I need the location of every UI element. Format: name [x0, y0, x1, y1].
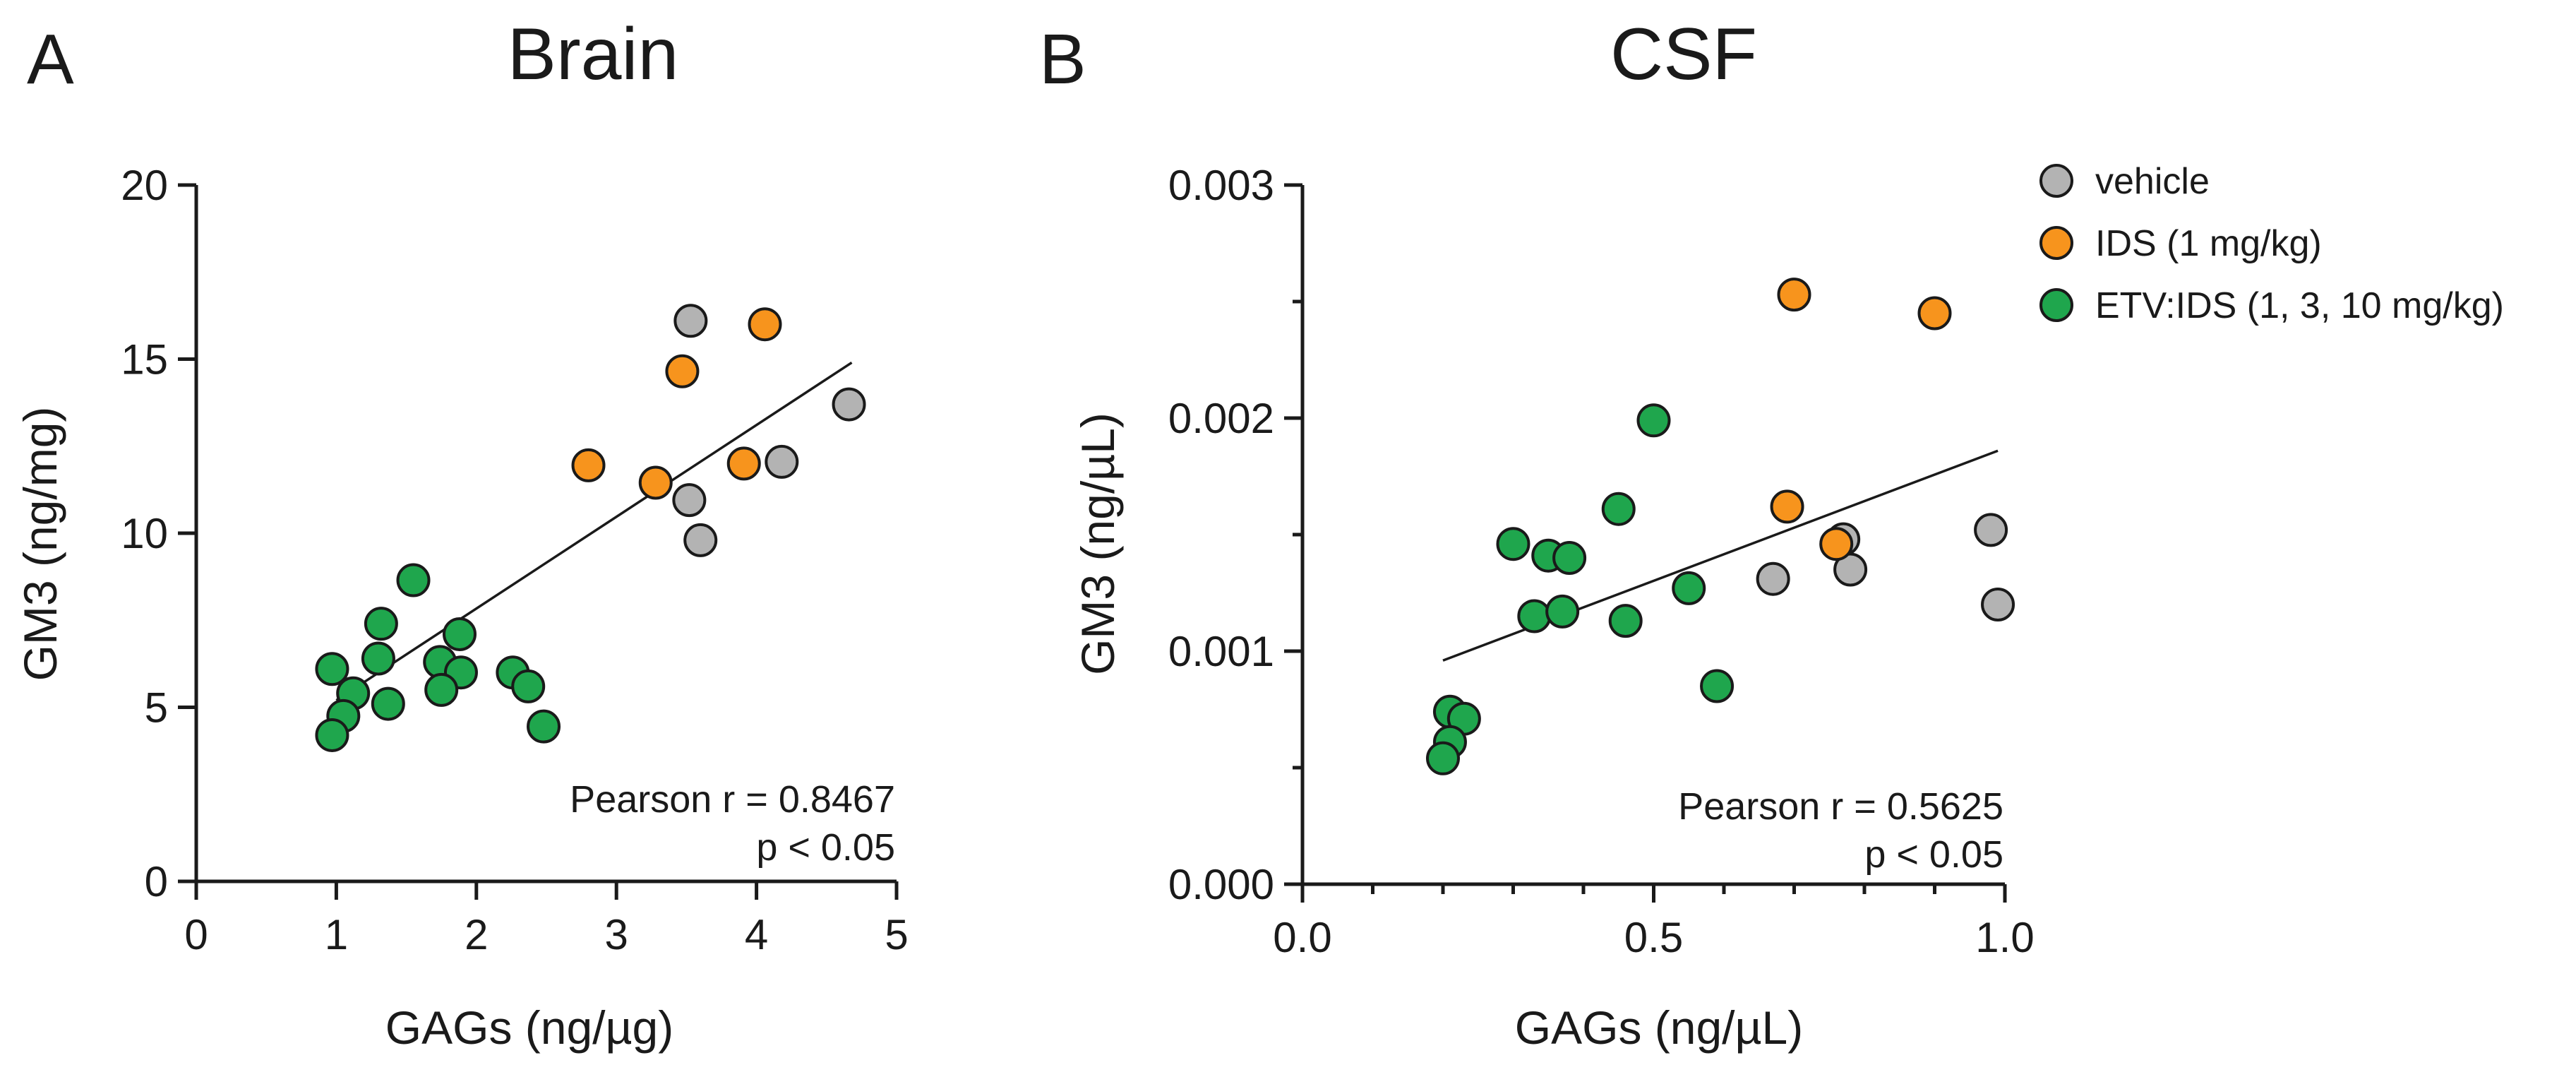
csf-point-ids	[1770, 489, 1804, 524]
brain-p-value: p < 0.05	[756, 826, 895, 869]
legend-marker-vehicle	[2039, 164, 2073, 198]
brain-y-tick-label: 5	[145, 684, 168, 732]
csf-point-ids	[1819, 527, 1854, 561]
brain-y-axis-label: GM3 (ng/mg)	[14, 407, 66, 682]
brain-plot-area: 0 5 10 15 20 0 1 2 3 4 5	[121, 162, 908, 958]
panel-letter-b: B	[1039, 20, 1086, 99]
brain-point-ids	[638, 465, 673, 500]
csf-y-tick-label: 0.001	[1168, 628, 1274, 675]
brain-x-tick-label: 1	[325, 911, 348, 958]
brain-point-vehicle	[765, 444, 799, 479]
brain-regression-line	[335, 361, 853, 702]
legend-item-vehicle: vehicle	[2039, 161, 2210, 202]
csf-point-etv-ids	[1636, 403, 1671, 438]
csf-point-etv-ids	[1608, 604, 1643, 638]
brain-x-tick-label: 2	[465, 911, 488, 958]
brain-point-ids	[726, 446, 761, 481]
brain-y-tick-label: 0	[145, 858, 168, 905]
csf-x-tick-label: 0.5	[1624, 914, 1683, 961]
brain-point-etv-ids	[364, 607, 398, 641]
csf-y-tick-label: 0.003	[1168, 162, 1274, 209]
brain-y-tick-label: 10	[121, 510, 168, 557]
legend-item-ids: IDS (1 mg/kg)	[2039, 223, 2322, 264]
csf-point-vehicle	[1756, 561, 1790, 596]
brain-point-etv-ids	[511, 669, 546, 703]
legend-item-etv-ids: ETV:IDS (1, 3, 10 mg/kg)	[2039, 285, 2504, 326]
csf-x-axis-label: GAGs (ng/µL)	[1515, 1001, 1803, 1054]
brain-point-ids	[571, 448, 606, 482]
brain-y-tick-label: 20	[121, 162, 168, 209]
csf-y-tick-label: 0.002	[1168, 395, 1274, 442]
brain-x-tick-label: 4	[745, 911, 768, 958]
csf-point-vehicle	[1981, 588, 2015, 621]
legend-label-ids: IDS (1 mg/kg)	[2095, 223, 2322, 264]
panel-letter-a: A	[27, 20, 74, 99]
csf-x-tick-label: 1.0	[1975, 914, 2034, 961]
csf-point-etv-ids	[1426, 741, 1460, 775]
brain-point-etv-ids	[315, 652, 349, 686]
legend-marker-etv-ids	[2039, 288, 2073, 322]
csf-point-etv-ids	[1672, 571, 1706, 605]
brain-x-axis-label: GAGs (ng/µg)	[385, 1001, 673, 1054]
brain-point-vehicle	[683, 523, 718, 557]
csf-point-ids	[1917, 296, 1952, 331]
brain-point-etv-ids	[361, 641, 395, 676]
csf-pearson-r: Pearson r = 0.5625	[1678, 785, 2003, 828]
csf-y-axis-label: GM3 (ng/µL)	[1072, 412, 1124, 675]
csf-point-vehicle	[1974, 513, 2008, 547]
brain-point-vehicle	[673, 304, 708, 338]
csf-point-etv-ids	[1601, 492, 1636, 526]
brain-point-vehicle	[832, 387, 866, 422]
brain-x-tick-label: 0	[184, 911, 208, 958]
csf-title: CSF	[1610, 13, 1757, 95]
panel-csf: B CSF 0.000 0.001 0.002 0.003 0.0 0.5 1.0 Pear…	[1039, 13, 2035, 1054]
csf-p-value: p < 0.05	[1864, 833, 2003, 876]
legend-label-vehicle: vehicle	[2095, 161, 2210, 202]
brain-point-etv-ids	[371, 686, 405, 721]
brain-point-etv-ids	[396, 563, 431, 597]
csf-point-etv-ids	[1517, 599, 1552, 633]
csf-point-etv-ids	[1496, 527, 1530, 561]
brain-point-vehicle	[672, 483, 707, 518]
csf-point-etv-ids	[1552, 541, 1587, 575]
legend: vehicle IDS (1 mg/kg) ETV:IDS (1, 3, 10 …	[2039, 161, 2504, 326]
brain-x-tick-label: 5	[885, 911, 908, 958]
csf-y-tick-label: 0.000	[1168, 861, 1274, 908]
brain-x-tick-label: 3	[605, 911, 628, 958]
csf-x-tick-label: 0.0	[1273, 914, 1331, 961]
csf-point-etv-ids	[1545, 594, 1580, 629]
brain-point-etv-ids	[527, 709, 561, 744]
brain-pearson-r: Pearson r = 0.8467	[570, 778, 895, 821]
brain-point-ids	[665, 354, 700, 388]
brain-point-etv-ids	[442, 617, 477, 651]
brain-title: Brain	[508, 13, 679, 95]
legend-marker-ids	[2039, 226, 2073, 260]
csf-point-etv-ids	[1700, 669, 1735, 703]
csf-plot-area: 0.000 0.001 0.002 0.003 0.0 0.5 1.0	[1168, 162, 2035, 961]
csf-point-ids	[1777, 278, 1811, 312]
brain-point-ids	[748, 307, 782, 342]
brain-point-etv-ids	[315, 718, 349, 752]
brain-y-tick-label: 15	[121, 336, 168, 383]
legend-label-etv-ids: ETV:IDS (1, 3, 10 mg/kg)	[2095, 285, 2504, 326]
csf-point-vehicle	[1833, 552, 1868, 587]
brain-point-etv-ids	[424, 672, 459, 707]
panel-brain: A Brain 0 5 10 15 20 0 1 2 3 4 5 Pearson r = 0.846…	[14, 13, 909, 1054]
